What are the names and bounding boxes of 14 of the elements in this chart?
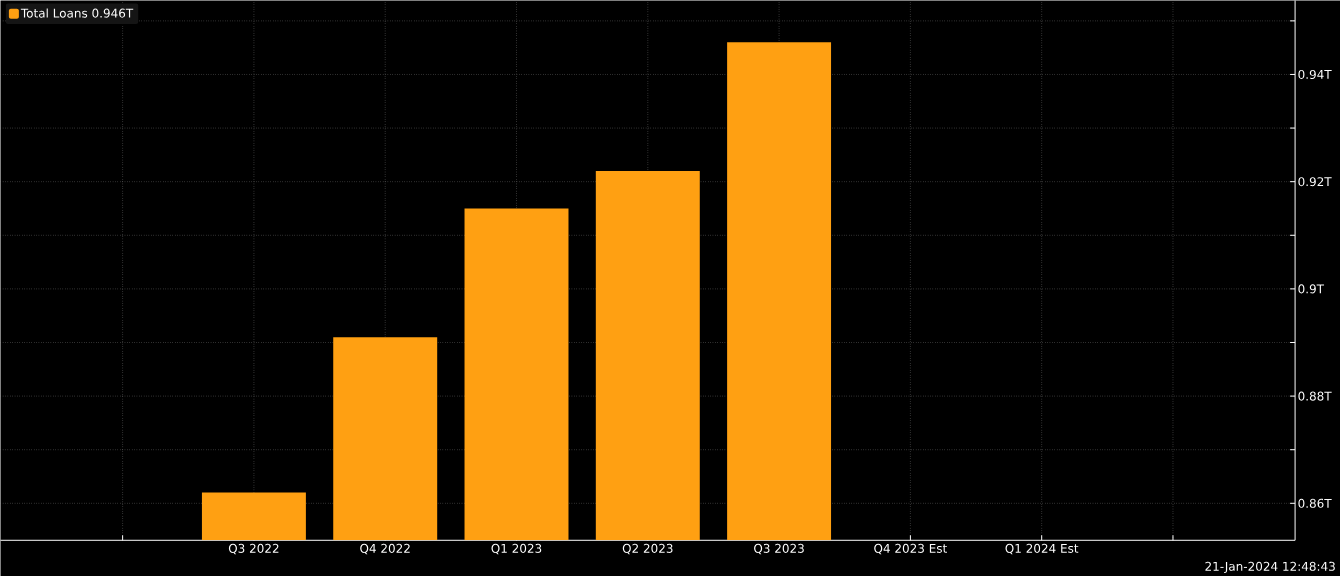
y-tick-label: 0.88T: [1298, 391, 1332, 401]
x-tick-label: Q4 2023 Est: [874, 543, 947, 555]
x-tick-label: Q1 2024 Est: [1005, 543, 1079, 555]
y-tick-label: 0.9T: [1298, 284, 1325, 294]
x-tick-label: Q2 2023: [622, 543, 673, 555]
y-tick-label: 0.92T: [1298, 177, 1332, 187]
x-tick-label: Q3 2023: [754, 543, 804, 555]
y-tick-label: 0.86T: [1298, 498, 1332, 508]
text: 21-Jan-2024 12:48:43: [1205, 561, 1335, 573]
x-tick-label: Q3 2022: [228, 543, 279, 555]
legend-label: Total Loans 0.946T: [20, 8, 134, 18]
y-tick-label: 0.94T: [1298, 69, 1332, 79]
x-tick-label: Q1 2023: [491, 543, 542, 555]
x-tick-label: Q4 2022: [360, 543, 410, 555]
